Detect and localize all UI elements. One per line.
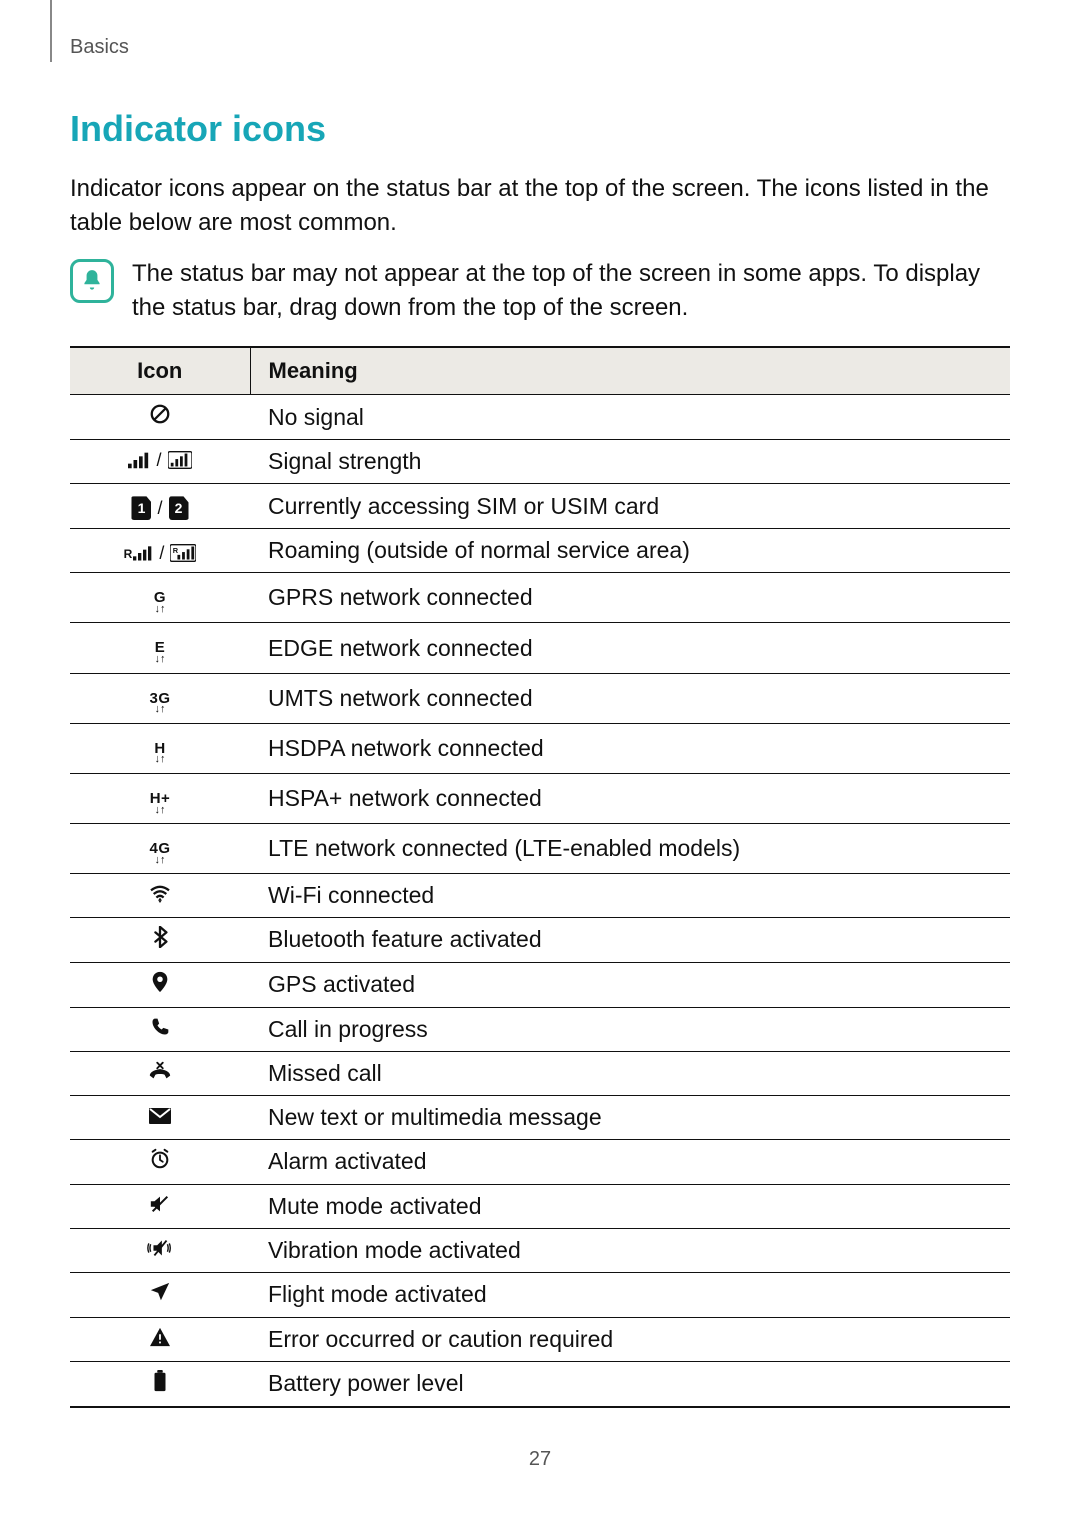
- message-icon: [70, 1095, 250, 1139]
- meaning-cell: Roaming (outside of normal service area): [250, 529, 1010, 573]
- flight-mode-icon: [70, 1272, 250, 1317]
- table-row: 3G↓↑UMTS network connected: [70, 673, 1010, 723]
- meaning-cell: GPS activated: [250, 962, 1010, 1007]
- table-row: 1 / 2 Currently accessing SIM or USIM ca…: [70, 484, 1010, 529]
- section-header: Basics: [70, 36, 129, 59]
- table-row: Flight mode activated: [70, 1272, 1010, 1317]
- bell-note-icon: [70, 259, 114, 303]
- page-title: Indicator icons: [70, 108, 1010, 150]
- intro-paragraph: Indicator icons appear on the status bar…: [70, 172, 1010, 239]
- table-row: Battery power level: [70, 1361, 1010, 1407]
- table-row: G↓↑GPRS network connected: [70, 573, 1010, 623]
- gprs-icon: G↓↑: [70, 573, 250, 623]
- table-row: Error occurred or caution required: [70, 1317, 1010, 1361]
- missed-call-icon: [70, 1051, 250, 1095]
- meaning-cell: Mute mode activated: [250, 1184, 1010, 1228]
- meaning-cell: LTE network connected (LTE-enabled model…: [250, 823, 1010, 873]
- meaning-cell: Currently accessing SIM or USIM card: [250, 484, 1010, 529]
- note-callout: The status bar may not appear at the top…: [70, 257, 1010, 324]
- indicator-icons-table: Icon Meaning No signal / Signal strength…: [70, 346, 1010, 1408]
- meaning-cell: Call in progress: [250, 1007, 1010, 1051]
- roaming-icon: R / R: [70, 529, 250, 573]
- document-page: Basics Indicator icons Indicator icons a…: [0, 0, 1080, 1527]
- meaning-cell: Missed call: [250, 1051, 1010, 1095]
- table-header-row: Icon Meaning: [70, 347, 1010, 395]
- bluetooth-icon: [70, 917, 250, 962]
- table-row: No signal: [70, 395, 1010, 440]
- table-row: H↓↑HSDPA network connected: [70, 723, 1010, 773]
- content-area: Indicator icons Indicator icons appear o…: [70, 0, 1010, 1408]
- no-signal-icon: [70, 395, 250, 440]
- meaning-cell: HSPA+ network connected: [250, 773, 1010, 823]
- wifi-icon: [70, 873, 250, 917]
- lte-icon: 4G↓↑: [70, 823, 250, 873]
- meaning-cell: Flight mode activated: [250, 1272, 1010, 1317]
- hspa-plus-icon: H+↓↑: [70, 773, 250, 823]
- meaning-cell: GPRS network connected: [250, 573, 1010, 623]
- table-row: R / R Roaming (outside of normal service…: [70, 529, 1010, 573]
- meaning-cell: Signal strength: [250, 440, 1010, 484]
- table-row: Alarm activated: [70, 1139, 1010, 1184]
- meaning-cell: Error occurred or caution required: [250, 1317, 1010, 1361]
- header-divider: [50, 0, 52, 62]
- table-row: E↓↑EDGE network connected: [70, 623, 1010, 673]
- hsdpa-icon: H↓↑: [70, 723, 250, 773]
- table-row: GPS activated: [70, 962, 1010, 1007]
- meaning-cell: UMTS network connected: [250, 673, 1010, 723]
- meaning-cell: HSDPA network connected: [250, 723, 1010, 773]
- table-row: Missed call: [70, 1051, 1010, 1095]
- table-row: Bluetooth feature activated: [70, 917, 1010, 962]
- meaning-cell: Bluetooth feature activated: [250, 917, 1010, 962]
- meaning-cell: Wi-Fi connected: [250, 873, 1010, 917]
- table-header-icon: Icon: [70, 347, 250, 395]
- call-icon: [70, 1007, 250, 1051]
- umts-icon: 3G↓↑: [70, 673, 250, 723]
- sim-access-icon: 1 / 2: [70, 484, 250, 529]
- table-row: New text or multimedia message: [70, 1095, 1010, 1139]
- signal-strength-icon: /: [70, 440, 250, 484]
- mute-icon: [70, 1184, 250, 1228]
- meaning-cell: No signal: [250, 395, 1010, 440]
- meaning-cell: Battery power level: [250, 1361, 1010, 1407]
- table-header-meaning: Meaning: [250, 347, 1010, 395]
- note-text: The status bar may not appear at the top…: [132, 257, 1010, 324]
- table-row: Vibration mode activated: [70, 1228, 1010, 1272]
- page-number: 27: [0, 1448, 1080, 1471]
- edge-icon: E↓↑: [70, 623, 250, 673]
- meaning-cell: New text or multimedia message: [250, 1095, 1010, 1139]
- alarm-icon: [70, 1139, 250, 1184]
- table-row: Wi-Fi connected: [70, 873, 1010, 917]
- gps-icon: [70, 962, 250, 1007]
- meaning-cell: EDGE network connected: [250, 623, 1010, 673]
- svg-text:R: R: [173, 546, 179, 555]
- table-row: Mute mode activated: [70, 1184, 1010, 1228]
- meaning-cell: Vibration mode activated: [250, 1228, 1010, 1272]
- meaning-cell: Alarm activated: [250, 1139, 1010, 1184]
- table-row: / Signal strength: [70, 440, 1010, 484]
- table-row: 4G↓↑LTE network connected (LTE-enabled m…: [70, 823, 1010, 873]
- table-row: Call in progress: [70, 1007, 1010, 1051]
- table-row: H+↓↑HSPA+ network connected: [70, 773, 1010, 823]
- vibrate-icon: [70, 1228, 250, 1272]
- battery-icon: [70, 1361, 250, 1407]
- error-icon: [70, 1317, 250, 1361]
